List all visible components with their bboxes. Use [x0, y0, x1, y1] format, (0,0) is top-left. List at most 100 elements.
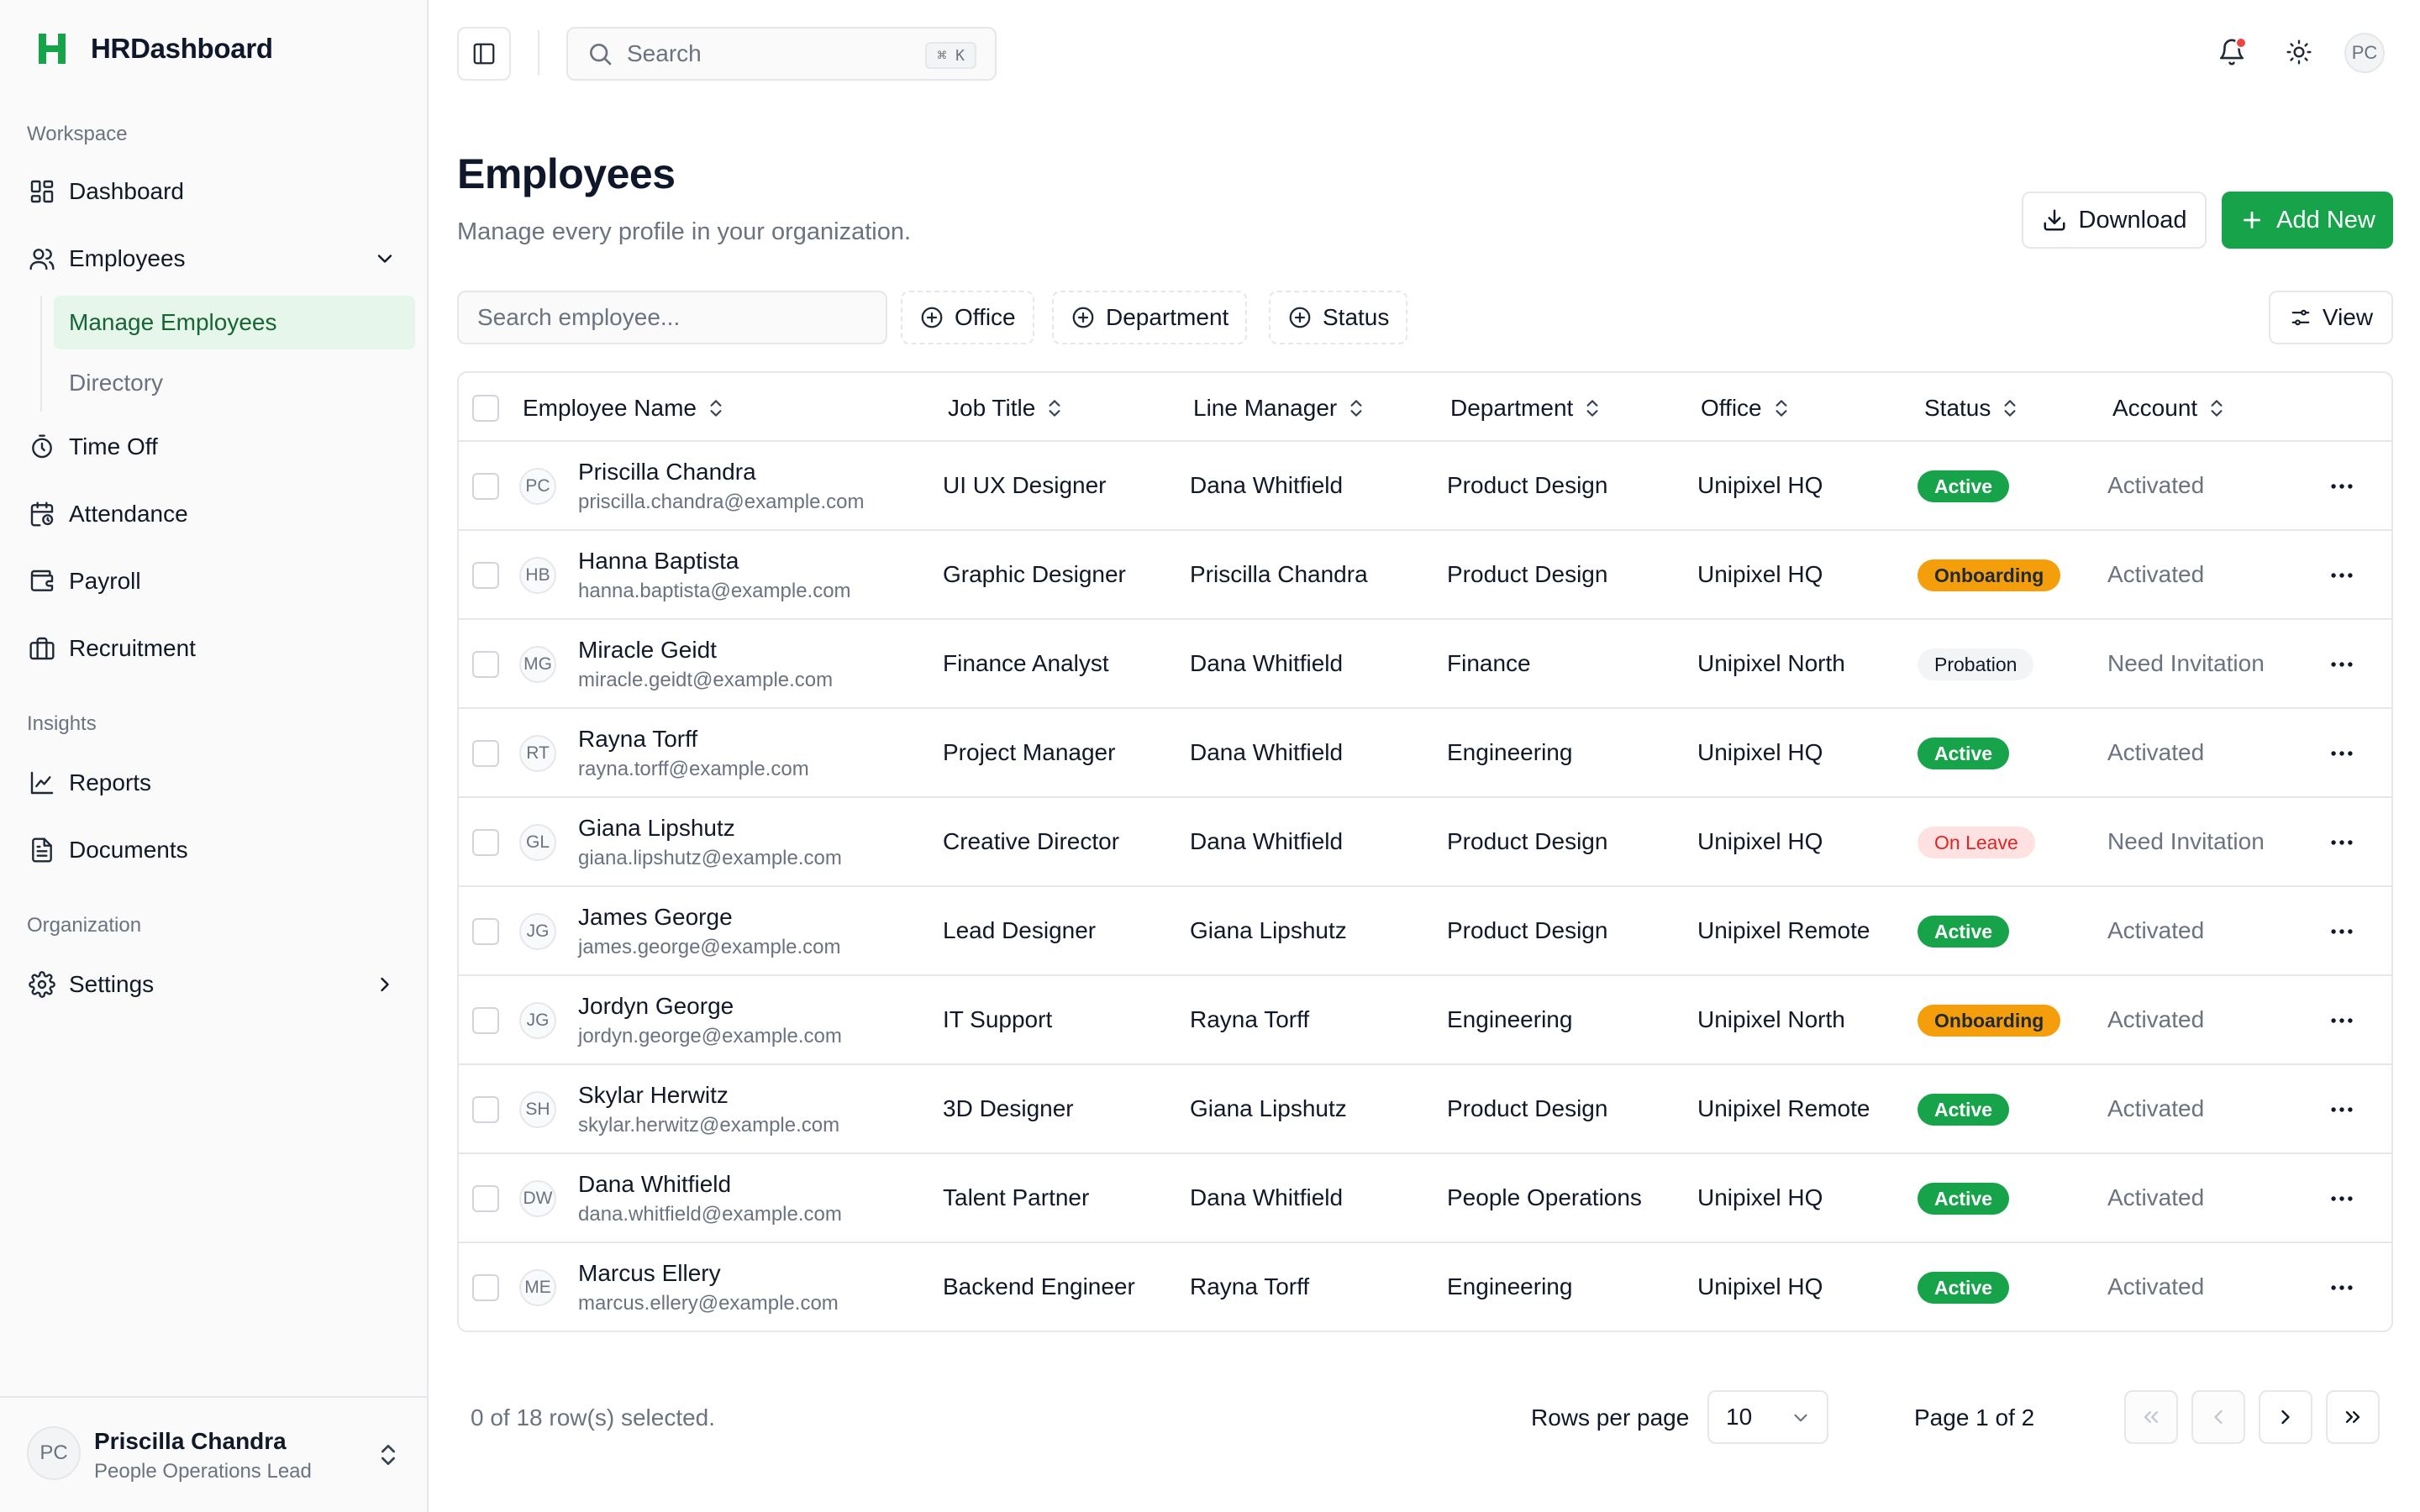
- sidebar-item-attendance[interactable]: Attendance: [13, 487, 415, 541]
- gear-icon: [29, 971, 55, 998]
- sidebar-toggle-button[interactable]: [457, 27, 511, 81]
- column-header-office[interactable]: Office: [1701, 395, 1792, 422]
- last-page-button[interactable]: [2326, 1390, 2380, 1444]
- sidebar-item-settings[interactable]: Settings: [13, 958, 415, 1011]
- department-cell: Engineering: [1447, 1006, 1573, 1032]
- column-header-label: Line Manager: [1193, 395, 1338, 421]
- chevron-right-icon: [381, 977, 389, 992]
- sidebar-item-documents[interactable]: Documents: [13, 823, 415, 877]
- row-checkbox[interactable]: [472, 473, 499, 500]
- table-row[interactable]: RT Rayna Torff rayna.torff@example.com Proj…: [459, 709, 2391, 798]
- sidebar-item-employees[interactable]: Employees: [13, 232, 415, 286]
- calendar-clock-icon: [30, 501, 54, 527]
- row-checkbox[interactable]: [472, 651, 499, 678]
- table-row[interactable]: ME Marcus Ellery marcus.ellery@example.com…: [459, 1243, 2391, 1331]
- more-horizontal-icon[interactable]: [2328, 917, 2356, 946]
- column-header-label: Job Title: [948, 395, 1036, 421]
- more-horizontal-icon[interactable]: [2328, 1184, 2356, 1213]
- employee-name[interactable]: Priscilla Chandra: [578, 459, 756, 485]
- global-search-input[interactable]: Search ⌘ K: [566, 27, 997, 81]
- notifications-button[interactable]: [2213, 34, 2250, 71]
- more-horizontal-icon[interactable]: [2328, 1006, 2356, 1035]
- more-horizontal-icon[interactable]: [2328, 828, 2356, 857]
- avatar: MG: [519, 646, 556, 683]
- sidebar-item-reports[interactable]: Reports: [13, 756, 415, 810]
- more-horizontal-icon[interactable]: [2328, 650, 2356, 679]
- brand[interactable]: HRDashboard: [37, 32, 273, 66]
- row-checkbox[interactable]: [472, 562, 499, 589]
- first-page-button[interactable]: [2124, 1390, 2178, 1444]
- table-row[interactable]: PC Priscilla Chandra priscilla.chandra@exa…: [459, 442, 2391, 531]
- avatar[interactable]: PC: [2344, 33, 2385, 73]
- rows-per-page-select[interactable]: 10: [1707, 1390, 1828, 1444]
- notification-dot: [2235, 37, 2247, 49]
- sidebar-item-time-off[interactable]: Time Off: [13, 420, 415, 474]
- column-header-employee-name[interactable]: Employee Name: [523, 395, 727, 422]
- more-horizontal-icon[interactable]: [2328, 561, 2356, 590]
- table-row[interactable]: JG Jordyn George jordyn.george@example.com…: [459, 976, 2391, 1065]
- next-page-button[interactable]: [2259, 1390, 2312, 1444]
- status-badge: Active: [1918, 916, 2010, 948]
- row-checkbox[interactable]: [472, 1274, 499, 1301]
- account-cell: Need Invitation: [2107, 650, 2265, 676]
- chart-line-icon: [30, 771, 54, 795]
- sidebar-item-recruitment[interactable]: Recruitment: [13, 622, 415, 675]
- employee-name[interactable]: Jordyn George: [578, 993, 734, 1019]
- column-header-status[interactable]: Status: [1924, 395, 2021, 422]
- more-horizontal-icon[interactable]: [2328, 1273, 2356, 1302]
- account-cell: Activated: [2107, 1184, 2205, 1210]
- employee-name[interactable]: Giana Lipshutz: [578, 815, 735, 841]
- more-horizontal-icon[interactable]: [2328, 472, 2356, 501]
- filter-department-button[interactable]: Department: [1052, 291, 1248, 344]
- employee-name[interactable]: Marcus Ellery: [578, 1260, 721, 1286]
- sidebar-item-payroll[interactable]: Payroll: [13, 554, 415, 608]
- table-row[interactable]: HB Hanna Baptista hanna.baptista@example.c…: [459, 531, 2391, 620]
- row-checkbox[interactable]: [472, 829, 499, 856]
- sidebar: HRDashboard Workspace Dashboard Employee…: [0, 0, 429, 1512]
- more-horizontal-icon[interactable]: [2328, 739, 2356, 768]
- department-cell: Finance: [1447, 650, 1531, 676]
- sidebar-item-manage-employees[interactable]: Manage Employees: [54, 296, 415, 349]
- row-checkbox[interactable]: [472, 1007, 499, 1034]
- column-header-line-manager[interactable]: Line Manager: [1193, 395, 1367, 422]
- previous-page-button[interactable]: [2191, 1390, 2245, 1444]
- more-horizontal-icon[interactable]: [2328, 1095, 2356, 1124]
- row-checkbox[interactable]: [472, 740, 499, 767]
- column-header-account[interactable]: Account: [2112, 395, 2228, 422]
- column-header-department[interactable]: Department: [1450, 395, 1603, 422]
- employee-name[interactable]: Rayna Torff: [578, 726, 698, 752]
- employee-name[interactable]: Skylar Herwitz: [578, 1082, 729, 1108]
- sidebar-item-directory[interactable]: Directory: [69, 370, 164, 396]
- office-cell: Unipixel Remote: [1697, 917, 1870, 943]
- download-button[interactable]: Download: [2022, 192, 2207, 249]
- table-row[interactable]: GL Giana Lipshutz giana.lipshutz@example.c…: [459, 798, 2391, 887]
- employee-name[interactable]: Miracle Geidt: [578, 637, 717, 663]
- table-row[interactable]: SH Skylar Herwitz skylar.herwitz@example.c…: [459, 1065, 2391, 1154]
- row-checkbox[interactable]: [472, 1185, 499, 1212]
- view-options-button[interactable]: View: [2269, 291, 2393, 344]
- table-row[interactable]: MG Miracle Geidt miracle.geidt@example.com…: [459, 620, 2391, 709]
- employee-search-input[interactable]: [457, 291, 887, 344]
- office-cell: Unipixel HQ: [1697, 561, 1823, 587]
- theme-toggle-button[interactable]: [2281, 34, 2317, 71]
- select-all-checkbox[interactable]: [472, 395, 499, 422]
- department-cell: Engineering: [1447, 1273, 1573, 1299]
- sidebar-item-dashboard[interactable]: Dashboard: [13, 165, 415, 218]
- column-header-job-title[interactable]: Job Title: [948, 395, 1065, 422]
- page-title: Employees: [457, 150, 676, 197]
- table-row[interactable]: JG James George james.george@example.com Le…: [459, 887, 2391, 976]
- job-title-cell: UI UX Designer: [943, 472, 1107, 498]
- add-new-button[interactable]: Add New: [2222, 192, 2393, 249]
- row-checkbox[interactable]: [472, 918, 499, 945]
- employee-name[interactable]: James George: [578, 904, 733, 930]
- table-row[interactable]: DW Dana Whitfield dana.whitfield@example.c…: [459, 1154, 2391, 1243]
- employee-name[interactable]: Hanna Baptista: [578, 548, 739, 574]
- dashboard-icon: [30, 180, 54, 203]
- row-checkbox[interactable]: [472, 1096, 499, 1123]
- user-menu[interactable]: PC Priscilla Chandra People Operations L…: [0, 1396, 427, 1512]
- filter-status-button[interactable]: Status: [1269, 291, 1408, 344]
- filter-label: Department: [1106, 304, 1229, 330]
- job-title-cell: Project Manager: [943, 739, 1116, 765]
- filter-office-button[interactable]: Office: [901, 291, 1034, 344]
- employee-name[interactable]: Dana Whitfield: [578, 1171, 732, 1197]
